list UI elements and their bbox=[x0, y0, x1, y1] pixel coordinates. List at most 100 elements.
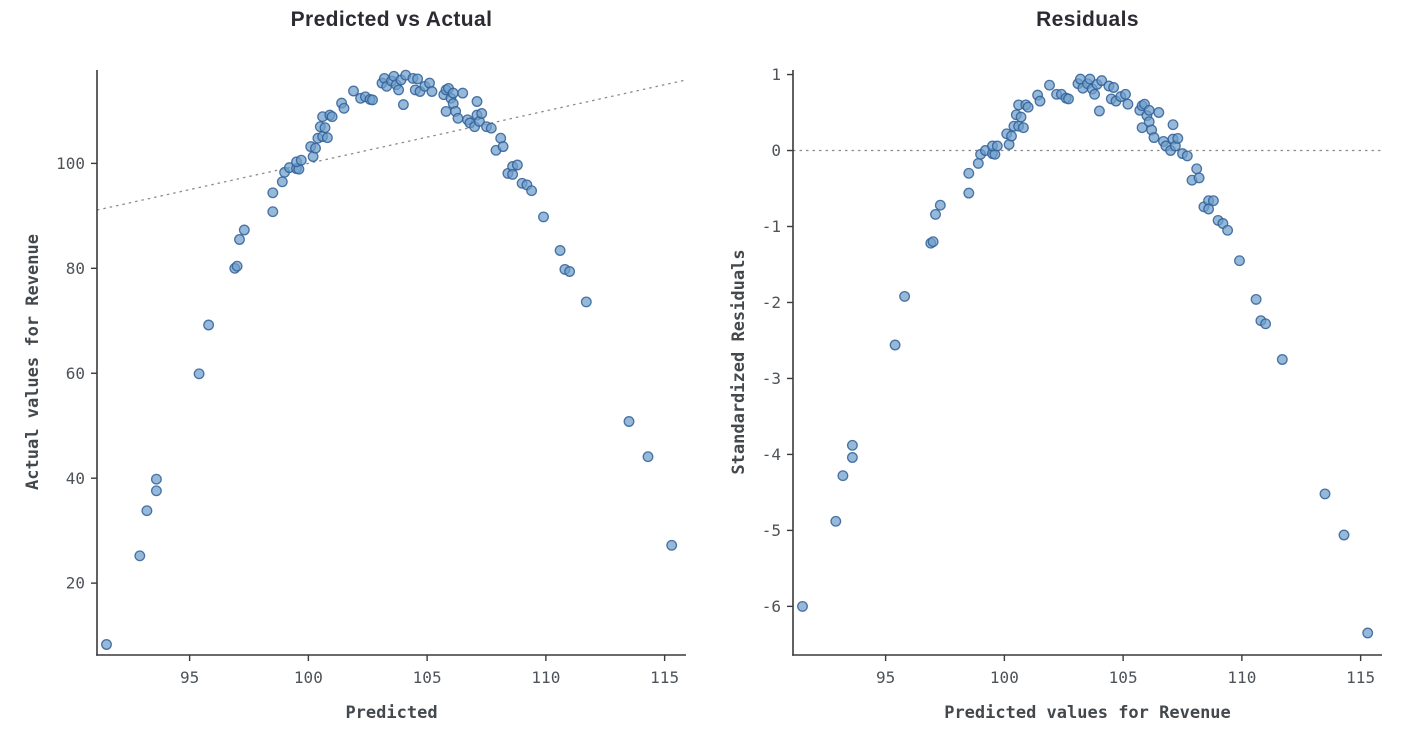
data-point bbox=[1319, 488, 1331, 500]
data-point bbox=[1063, 93, 1074, 105]
data-point bbox=[1191, 163, 1203, 175]
data-point bbox=[1234, 255, 1245, 267]
data-point bbox=[1222, 224, 1234, 236]
data-point bbox=[1096, 75, 1108, 87]
data-point bbox=[1022, 101, 1034, 113]
y-tick-label: -2 bbox=[762, 293, 781, 312]
data-point bbox=[393, 84, 405, 96]
data-point bbox=[1122, 98, 1134, 110]
data-point bbox=[1017, 122, 1029, 134]
data-point bbox=[471, 96, 483, 107]
data-point bbox=[193, 368, 205, 380]
data-point bbox=[564, 266, 576, 277]
data-point bbox=[457, 87, 469, 99]
scatter-points bbox=[101, 69, 678, 650]
data-point bbox=[397, 99, 409, 111]
data-point bbox=[927, 236, 939, 248]
data-point bbox=[134, 550, 146, 562]
y-tick-label: 60 bbox=[66, 364, 85, 383]
data-point bbox=[276, 176, 288, 188]
data-point bbox=[538, 211, 549, 223]
data-point bbox=[623, 416, 635, 427]
data-point bbox=[319, 122, 331, 134]
right-chart-xaxis-label: Predicted values for Revenue bbox=[944, 703, 1231, 723]
x-tick-label: 115 bbox=[1346, 668, 1375, 687]
y-tick-label: 80 bbox=[66, 259, 85, 278]
data-point bbox=[1015, 111, 1027, 123]
y-tick-label: -5 bbox=[762, 521, 781, 540]
data-point bbox=[526, 185, 538, 197]
right-chart-yaxis-label: Standardized Residuals bbox=[729, 249, 749, 475]
data-point bbox=[1153, 107, 1165, 118]
data-point bbox=[1084, 73, 1096, 85]
data-point bbox=[295, 154, 307, 166]
data-point bbox=[580, 296, 592, 308]
data-point bbox=[797, 600, 808, 612]
y-tick-label: 20 bbox=[66, 574, 85, 593]
data-point bbox=[1148, 132, 1160, 144]
data-point bbox=[1167, 119, 1179, 131]
data-point bbox=[846, 439, 858, 451]
data-point bbox=[899, 290, 911, 302]
x-tick-label: 95 bbox=[180, 668, 199, 687]
data-point bbox=[1207, 195, 1219, 207]
data-point bbox=[1338, 529, 1350, 541]
data-point bbox=[1089, 88, 1101, 100]
data-point bbox=[507, 168, 519, 180]
data-point bbox=[889, 339, 901, 351]
y-tick-label: 100 bbox=[56, 154, 85, 173]
y-tick-label: -6 bbox=[762, 597, 781, 616]
data-point bbox=[1034, 95, 1046, 107]
y-tick-label: 1 bbox=[771, 65, 781, 84]
y-tick-label: 40 bbox=[66, 469, 85, 488]
data-point bbox=[972, 157, 984, 169]
data-point bbox=[150, 473, 162, 485]
data-point bbox=[321, 132, 333, 144]
x-tick-label: 105 bbox=[413, 668, 442, 687]
data-point bbox=[231, 260, 243, 272]
data-point bbox=[447, 87, 459, 99]
data-point bbox=[1093, 105, 1105, 117]
chart-0: 95 100 105 110 115 20 40 60 80 100 bbox=[56, 69, 687, 687]
data-point bbox=[963, 167, 975, 179]
y-tick-label: -3 bbox=[762, 369, 781, 388]
data-point bbox=[452, 112, 464, 124]
data-point bbox=[348, 85, 359, 97]
x-tick-label: 100 bbox=[294, 668, 323, 687]
left-chart-xaxis-label: Predicted bbox=[345, 703, 438, 723]
data-point bbox=[830, 515, 842, 527]
data-point bbox=[554, 245, 566, 256]
data-point bbox=[642, 451, 654, 463]
data-point bbox=[1120, 88, 1131, 100]
data-point bbox=[1044, 79, 1055, 91]
data-point bbox=[1276, 354, 1288, 365]
data-point bbox=[1260, 318, 1272, 330]
identity-reference-line bbox=[96, 79, 687, 211]
data-point bbox=[412, 73, 424, 85]
data-point bbox=[267, 206, 279, 218]
data-point bbox=[267, 187, 279, 199]
scatter-points bbox=[797, 73, 1374, 639]
y-tick-label: 0 bbox=[771, 141, 781, 160]
left-chart-title: Predicted vs Actual bbox=[290, 8, 493, 31]
x-tick-label: 100 bbox=[990, 668, 1019, 687]
data-point bbox=[426, 86, 438, 97]
data-point bbox=[497, 141, 509, 153]
data-point bbox=[1203, 203, 1215, 215]
x-tick-label: 115 bbox=[650, 668, 679, 687]
data-point bbox=[485, 122, 497, 134]
data-point bbox=[1362, 627, 1374, 639]
data-point bbox=[310, 142, 321, 154]
data-point bbox=[150, 485, 162, 497]
data-point bbox=[203, 319, 215, 331]
data-point bbox=[934, 199, 946, 211]
data-point bbox=[234, 234, 245, 245]
data-point bbox=[141, 505, 153, 517]
data-point bbox=[666, 539, 678, 551]
data-point bbox=[1006, 130, 1017, 142]
data-point bbox=[101, 639, 112, 650]
left-chart-yaxis-label: Actual values for Revenue bbox=[23, 234, 43, 490]
data-point bbox=[326, 111, 338, 123]
x-tick-label: 110 bbox=[531, 668, 560, 687]
